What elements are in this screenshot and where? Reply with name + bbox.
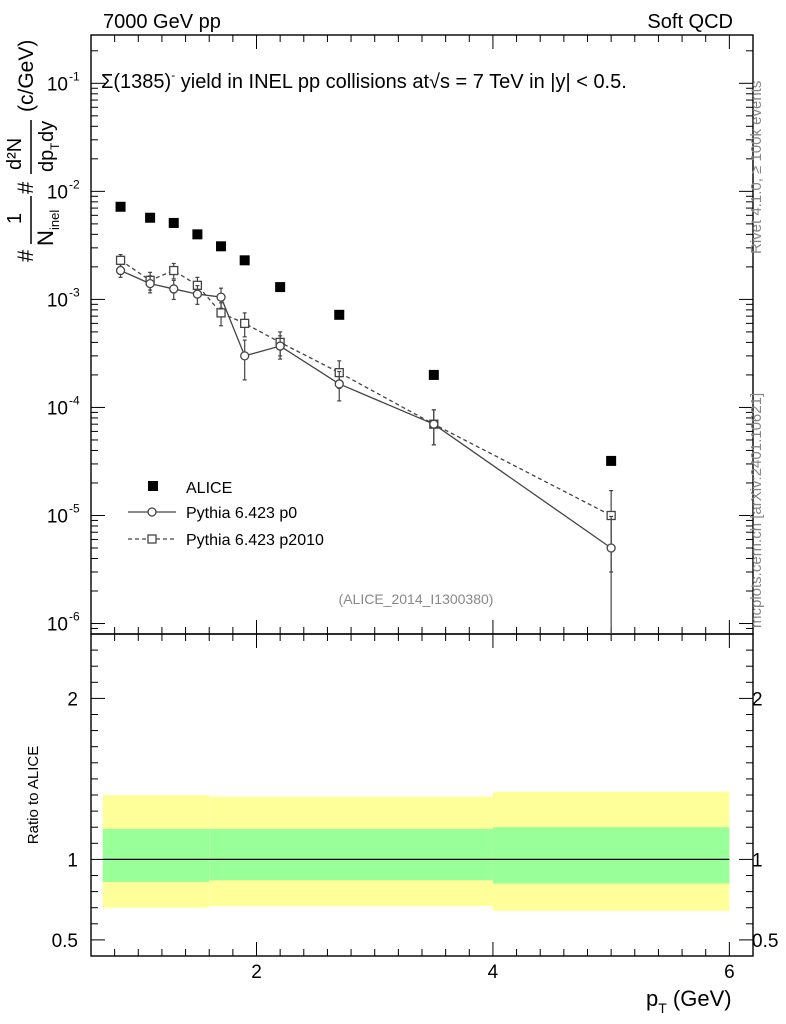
data-point <box>145 212 156 223</box>
y-tick-label: 10 <box>47 506 68 527</box>
ylabel-d2n: d²N <box>4 138 26 170</box>
ylabel-dy: dy <box>36 121 58 142</box>
title-particle: Σ(1385) <box>101 71 171 93</box>
data-point <box>192 289 203 299</box>
data-point <box>240 351 250 361</box>
ylabel-one: 1 <box>4 213 26 224</box>
ratio-y-label: Ratio to ALICE <box>25 746 42 844</box>
data-point <box>145 278 155 289</box>
ratio-y-tick-label-right: 1 <box>752 850 763 871</box>
plot-title: Σ(1385)- yield in INEL pp collisions at√… <box>101 68 627 93</box>
ratio-bands <box>102 791 730 911</box>
legend-alice-label: ALICE <box>186 480 232 497</box>
x-tick-label: 6 <box>724 962 735 983</box>
data-point <box>429 419 439 429</box>
data-point <box>334 379 344 389</box>
title-mid: yield in INEL pp collisions at <box>175 71 429 93</box>
y-tick-exponent: -4 <box>69 393 80 407</box>
data-point <box>115 265 126 276</box>
ylabel-hash2: # <box>13 181 38 194</box>
y-tick-label: 10 <box>47 74 68 95</box>
ylabel-dp: dp <box>36 150 58 172</box>
mcplots-label: mcplots.cern.ch [arXiv:2401.10621] <box>748 393 765 628</box>
ratio-y-tick-label-right: 0.5 <box>752 931 778 952</box>
data-point <box>606 455 617 466</box>
ratio-inner-band <box>102 828 210 882</box>
y-tick-exponent: -5 <box>69 501 80 515</box>
ylabel-t: T <box>48 142 62 150</box>
svg-text:#: # <box>13 249 38 262</box>
analysis-id: (ALICE_2014_I1300380) <box>339 591 494 607</box>
data-point <box>169 265 179 276</box>
y-tick-label: 10 <box>47 615 68 636</box>
data-point <box>216 241 227 252</box>
series-line <box>120 259 612 517</box>
data-point <box>115 201 126 212</box>
legend-alice-marker <box>148 481 158 491</box>
ylabel-n: N <box>33 230 58 246</box>
header-right: Soft QCD <box>647 11 733 33</box>
data-point <box>606 543 616 553</box>
ylabel-inel: inel <box>47 210 62 230</box>
data-point <box>275 341 285 351</box>
series-p0 <box>115 263 616 634</box>
title-charge: - <box>171 68 175 82</box>
y-tick-exponent: -3 <box>69 285 80 299</box>
y-axis-label: # 1 N inel # d²N dp T dy (c/GeV) <box>4 40 62 262</box>
main-axis-ticks: 10-610-510-410-310-210-1 <box>47 35 753 636</box>
y-tick-exponent: -6 <box>69 610 80 624</box>
title-sqrt: √ <box>429 71 440 93</box>
data-point <box>115 255 126 265</box>
ratio-y-tick-label: 1 <box>67 850 78 871</box>
y-tick-label: 10 <box>47 398 68 419</box>
y-tick-label: 10 <box>47 182 68 203</box>
y-tick-exponent: -2 <box>69 177 80 191</box>
series-p2010 <box>115 253 616 573</box>
data-point <box>168 217 179 228</box>
data-point <box>239 255 250 266</box>
legend-p2010-marker <box>147 534 157 544</box>
legend-p2010-label: Pythia 6.423 p2010 <box>186 532 324 549</box>
title-end: s = 7 TeV in |y| < 0.5. <box>440 71 627 93</box>
ratio-axis-ticks: 0.5 0.5 1 1 2 2 2 4 6 <box>52 633 778 983</box>
header-left: 7000 GeV pp <box>103 11 221 33</box>
y-tick-label: 10 <box>47 290 68 311</box>
ratio-inner-band <box>492 827 730 884</box>
x-tick-label: 4 <box>488 962 499 983</box>
data-point <box>275 282 286 293</box>
legend: ALICE Pythia 6.423 p0 Pythia 6.423 p2010 <box>128 480 324 549</box>
data-point <box>334 309 345 320</box>
series-alice <box>115 201 617 466</box>
legend-p0-marker <box>147 507 157 517</box>
ylabel-units: (c/GeV) <box>15 40 38 112</box>
ratio-y-tick-label: 0.5 <box>52 931 78 952</box>
x-axis-label: pT (GeV) <box>646 986 732 1016</box>
x-tick-label: 2 <box>251 962 262 983</box>
legend-p0-label: Pythia 6.423 p0 <box>186 505 297 522</box>
data-point <box>216 308 226 318</box>
ratio-y-tick-label: 2 <box>67 689 78 710</box>
ratio-inner-band <box>209 828 493 881</box>
data-point <box>216 292 226 302</box>
data-point <box>169 284 179 294</box>
rivet-label: Rivet 4.1.0, ≥ 100k events <box>748 81 765 254</box>
y-tick-exponent: -1 <box>69 69 80 83</box>
ratio-y-tick-label-right: 2 <box>752 689 763 710</box>
ylabel-hash1: # <box>13 249 38 262</box>
data-point <box>240 318 250 329</box>
series-line <box>120 269 612 549</box>
data-point <box>192 229 203 240</box>
data-point <box>428 369 439 380</box>
